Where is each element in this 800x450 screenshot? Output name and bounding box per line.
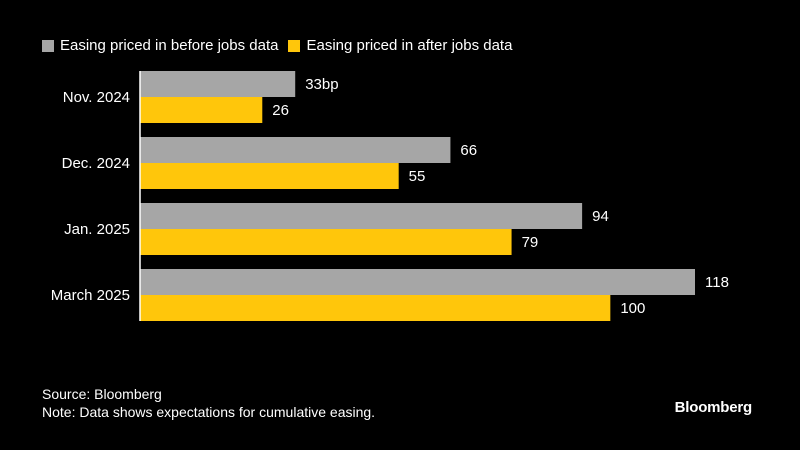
legend-label-before: Easing priced in before jobs data (60, 37, 279, 54)
data-label-after: 26 (272, 102, 289, 119)
data-label-after: 100 (620, 300, 645, 317)
bar-after (140, 295, 611, 321)
category-label: March 2025 (51, 287, 130, 304)
footer: Source: Bloomberg Note: Data shows expec… (42, 385, 375, 421)
data-label-before: 94 (592, 208, 609, 225)
legend-item-before: Easing priced in before jobs data (42, 37, 278, 54)
bar-after (140, 229, 512, 255)
data-label-after: 55 (409, 168, 426, 185)
bar-after (140, 163, 399, 189)
legend-item-after: Easing priced in after jobs data (288, 37, 512, 54)
source-text: Source: Bloomberg (42, 386, 162, 402)
bar-before (140, 203, 583, 229)
legend-swatch-before (42, 39, 54, 52)
category-label: Nov. 2024 (63, 89, 130, 106)
legend-swatch-after (288, 39, 301, 52)
category-label: Jan. 2025 (64, 221, 130, 238)
data-label-after: 79 (522, 234, 539, 251)
bloomberg-logo: Bloomberg (674, 399, 753, 416)
bar-before (140, 137, 451, 163)
bar-before (140, 71, 296, 97)
bar-before (140, 269, 695, 295)
note-text: Note: Data shows expectations for cumula… (42, 404, 376, 420)
data-label-before: 66 (460, 142, 477, 159)
legend: Easing priced in before jobs data Easing… (42, 37, 522, 54)
data-label-before: 118 (705, 274, 729, 291)
data-label-before: 33bp (305, 76, 338, 93)
legend-label-after: Easing priced in after jobs data (306, 37, 513, 54)
bar-after (140, 97, 263, 123)
category-label: Dec. 2024 (62, 155, 130, 172)
